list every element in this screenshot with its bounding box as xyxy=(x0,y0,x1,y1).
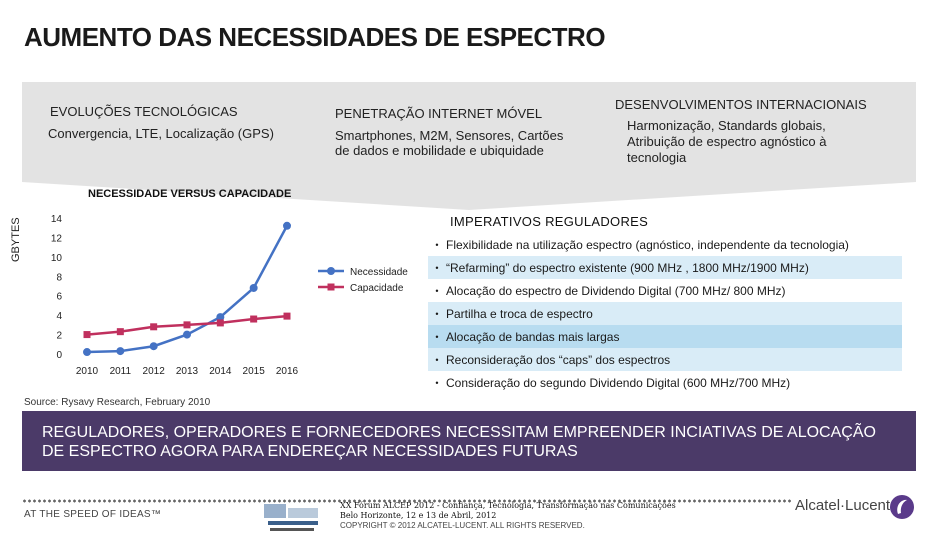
regulatory-item-text: Alocação de bandas mais largas xyxy=(446,329,620,344)
col-intl-text-2: Atribuição de espectro agnóstico à xyxy=(627,134,827,149)
x-tick-label: 2014 xyxy=(209,366,232,377)
col-tech-text: Convergencia, LTE, Localização (GPS) xyxy=(48,126,274,141)
col-internet-text-1: Smartphones, M2M, Sensores, Cartões xyxy=(335,128,564,143)
x-tick-label: 2010 xyxy=(76,366,99,377)
regulatory-item: • Partilha e troca de espectro xyxy=(428,302,902,325)
regulatory-item-text: Consideração do segundo Dividendo Digita… xyxy=(446,375,791,390)
x-tick-label: 2013 xyxy=(176,366,199,377)
bullet-icon: • xyxy=(435,308,439,319)
bullet-icon: • xyxy=(435,239,439,250)
forum-logo xyxy=(264,504,318,531)
bullet-icon: • xyxy=(435,285,439,296)
legend-marker xyxy=(327,283,335,291)
regulatory-item-text: “Refarming” do espectro existente (900 M… xyxy=(446,260,809,275)
y-tick-label: 0 xyxy=(56,350,62,361)
x-tick-label: 2015 xyxy=(243,366,266,377)
alcatel-lucent-logo-icon xyxy=(890,495,914,519)
footer-copyright: COPYRIGHT © 2012 ALCATEL-LUCENT. ALL RIG… xyxy=(340,521,585,530)
footer-tagline: AT THE SPEED OF IDEAS™ xyxy=(24,509,162,520)
col-intl-heading: DESENVOLVIMENTOS INTERNACIONAIS xyxy=(615,97,867,112)
regulatory-item-text: Reconsideração dos “caps” dos espectros xyxy=(446,352,671,367)
footer-divider xyxy=(22,499,792,503)
y-tick-label: 8 xyxy=(56,272,62,283)
trends-arrow xyxy=(22,182,916,210)
conclusion-banner: REGULADORES, OPERADORES E FORNECEDORES N… xyxy=(22,411,916,471)
regulatory-item: • Alocação do espectro de Dividendo Digit… xyxy=(428,279,902,302)
y-tick-label: 14 xyxy=(51,214,63,225)
col-intl-text-3: tecnologia xyxy=(627,150,687,165)
data-point xyxy=(283,312,291,320)
x-tick-label: 2016 xyxy=(276,366,299,377)
col-tech-heading: EVOLUÇÕES TECNOLÓGICAS xyxy=(50,104,238,119)
col-internet-text-2: de dados e mobilidade e ubiquidade xyxy=(335,143,544,158)
bullet-icon: • xyxy=(435,354,439,365)
col-intl-text-1: Harmonização, Standards globais, xyxy=(627,118,826,133)
legend-marker xyxy=(327,267,335,275)
data-point xyxy=(116,328,124,336)
footer-event-line-1: XX Fórum ALCEP 2012 - Confiança, Tecnolo… xyxy=(340,501,676,510)
bullet-icon: • xyxy=(435,377,439,388)
footer-event-line-2: Belo Horizonte, 12 e 13 de Abril, 2012 xyxy=(340,511,497,520)
regulatory-item-text: Partilha e troca de espectro xyxy=(446,306,593,321)
regulatory-item: • Reconsideração dos “caps” dos espectros xyxy=(428,348,902,371)
brand-name: Alcatel·Lucent xyxy=(795,497,891,514)
y-tick-label: 12 xyxy=(51,233,63,244)
legend-label: Necessidade xyxy=(350,267,408,278)
chart-title: NECESSIDADE VERSUS CAPACIDADE xyxy=(88,188,292,200)
y-tick-label: 10 xyxy=(51,253,63,264)
y-tick-label: 2 xyxy=(56,331,62,342)
data-point xyxy=(116,347,125,356)
data-point xyxy=(216,313,225,322)
regulatory-title: IMPERATIVOS REGULADORES xyxy=(450,214,649,229)
regulatory-item: • “Refarming” do espectro existente (900 … xyxy=(428,256,902,279)
banner-line-2: DE ESPECTRO AGORA PARA ENDEREÇAR NECESSI… xyxy=(42,443,578,460)
data-point xyxy=(150,323,158,331)
page-title: AUMENTO DAS NECESSIDADES DE ESPECTRO xyxy=(24,22,606,52)
legend-label: Capacidade xyxy=(350,283,404,294)
footer-event: XX Fórum ALCEP 2012 - Confiança, Tecnolo… xyxy=(340,501,676,531)
regulatory-item-text: Flexibilidade na utilização espectro (ag… xyxy=(446,237,849,252)
banner-line-1: REGULADORES, OPERADORES E FORNECEDORES N… xyxy=(42,424,876,441)
col-internet-heading: PENETRAÇÃO INTERNET MÓVEL xyxy=(335,106,543,121)
data-point xyxy=(149,342,158,351)
data-point xyxy=(249,283,258,292)
source-note: Source: Rysavy Research, February 2010 xyxy=(24,397,211,408)
regulatory-item-text: Alocação do espectro de Dividendo Digita… xyxy=(446,283,786,298)
regulatory-item: • Flexibilidade na utilização espectro (a… xyxy=(428,233,902,256)
bullet-icon: • xyxy=(435,331,439,342)
x-tick-label: 2011 xyxy=(110,366,132,377)
regulatory-item: • Alocação de bandas mais largas xyxy=(428,325,902,348)
trends-band xyxy=(22,82,916,182)
data-point xyxy=(250,315,258,323)
data-point xyxy=(216,319,224,327)
y-tick-label: 6 xyxy=(56,292,62,303)
bullet-icon: • xyxy=(435,262,439,273)
y-tick-label: 4 xyxy=(56,311,62,322)
data-point xyxy=(283,221,291,230)
data-point xyxy=(183,321,191,329)
data-point xyxy=(83,348,91,357)
data-point xyxy=(183,330,191,339)
x-tick-label: 2012 xyxy=(143,366,166,377)
data-point xyxy=(83,331,91,339)
needs-vs-capacity-chart: 0 2 4 6 8 10 12 14 2010 2011 2012 2013 2014 2015 2016 N… xyxy=(51,214,408,377)
regulatory-item: • Consideração do segundo Dividendo Digit… xyxy=(428,371,902,394)
